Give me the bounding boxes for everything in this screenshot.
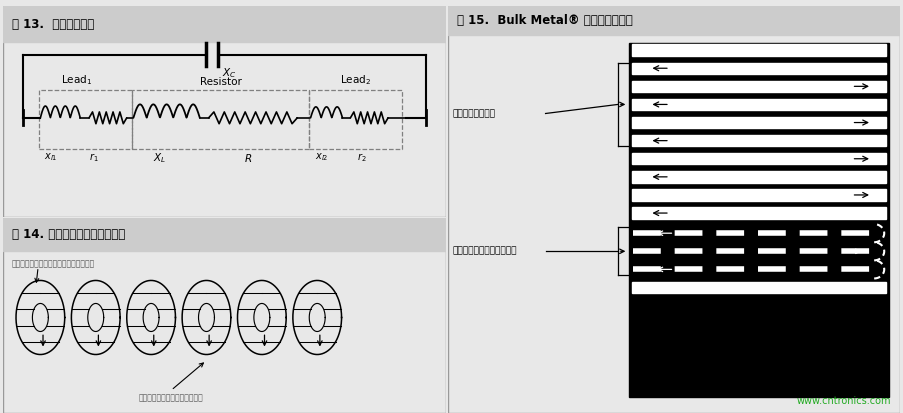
Bar [631, 99, 886, 110]
Text: Lead$_2$: Lead$_2$ [340, 74, 371, 88]
Bar [631, 117, 886, 128]
Text: $r_1$: $r_1$ [88, 152, 98, 164]
Bar [309, 90, 402, 149]
Bar [631, 81, 886, 92]
Bar [628, 43, 889, 397]
Text: 连续减少极间电容: 连续减少极间电容 [452, 109, 496, 118]
Text: www.cntronics.com: www.cntronics.com [796, 396, 890, 406]
Text: 通过改变电流方向减少电感: 通过改变电流方向减少电感 [452, 247, 517, 256]
Text: 图 14. 线绕电阻中的电容和电感: 图 14. 线绕电阻中的电容和电感 [12, 228, 125, 241]
Text: Resistor: Resistor [200, 78, 241, 88]
Bar [631, 45, 886, 56]
Text: $r_2$: $r_2$ [357, 152, 366, 164]
Text: $X_C$: $X_C$ [222, 66, 237, 80]
Bar [631, 207, 886, 219]
Text: 绕过环的电流方向相同增加电感: 绕过环的电流方向相同增加电感 [138, 394, 203, 403]
Bar [631, 189, 886, 201]
Bar [631, 153, 886, 164]
Bar [132, 90, 309, 149]
Text: 图 15.  Bulk Metal® 箔电阻平面设计: 图 15. Bulk Metal® 箔电阻平面设计 [457, 14, 632, 27]
Bar [631, 282, 886, 293]
Text: Lead$_1$: Lead$_1$ [61, 74, 92, 88]
Bar [631, 135, 886, 146]
Text: $X_L$: $X_L$ [154, 152, 166, 165]
Text: $R$: $R$ [244, 152, 253, 164]
Bar [631, 62, 886, 74]
Bar [3, 218, 445, 251]
Text: $x_{l2}$: $x_{l2}$ [314, 152, 328, 163]
Text: $x_{l1}$: $x_{l1}$ [43, 152, 57, 163]
Bar [39, 90, 132, 149]
Text: 图 13.  电阻等效电路: 图 13. 电阻等效电路 [12, 18, 94, 31]
Text: 内部环形电容随着环数螺旋的增加而增加: 内部环形电容随着环数螺旋的增加而增加 [12, 259, 95, 268]
Bar [631, 171, 886, 183]
Bar [448, 6, 899, 35]
Bar [3, 6, 445, 42]
